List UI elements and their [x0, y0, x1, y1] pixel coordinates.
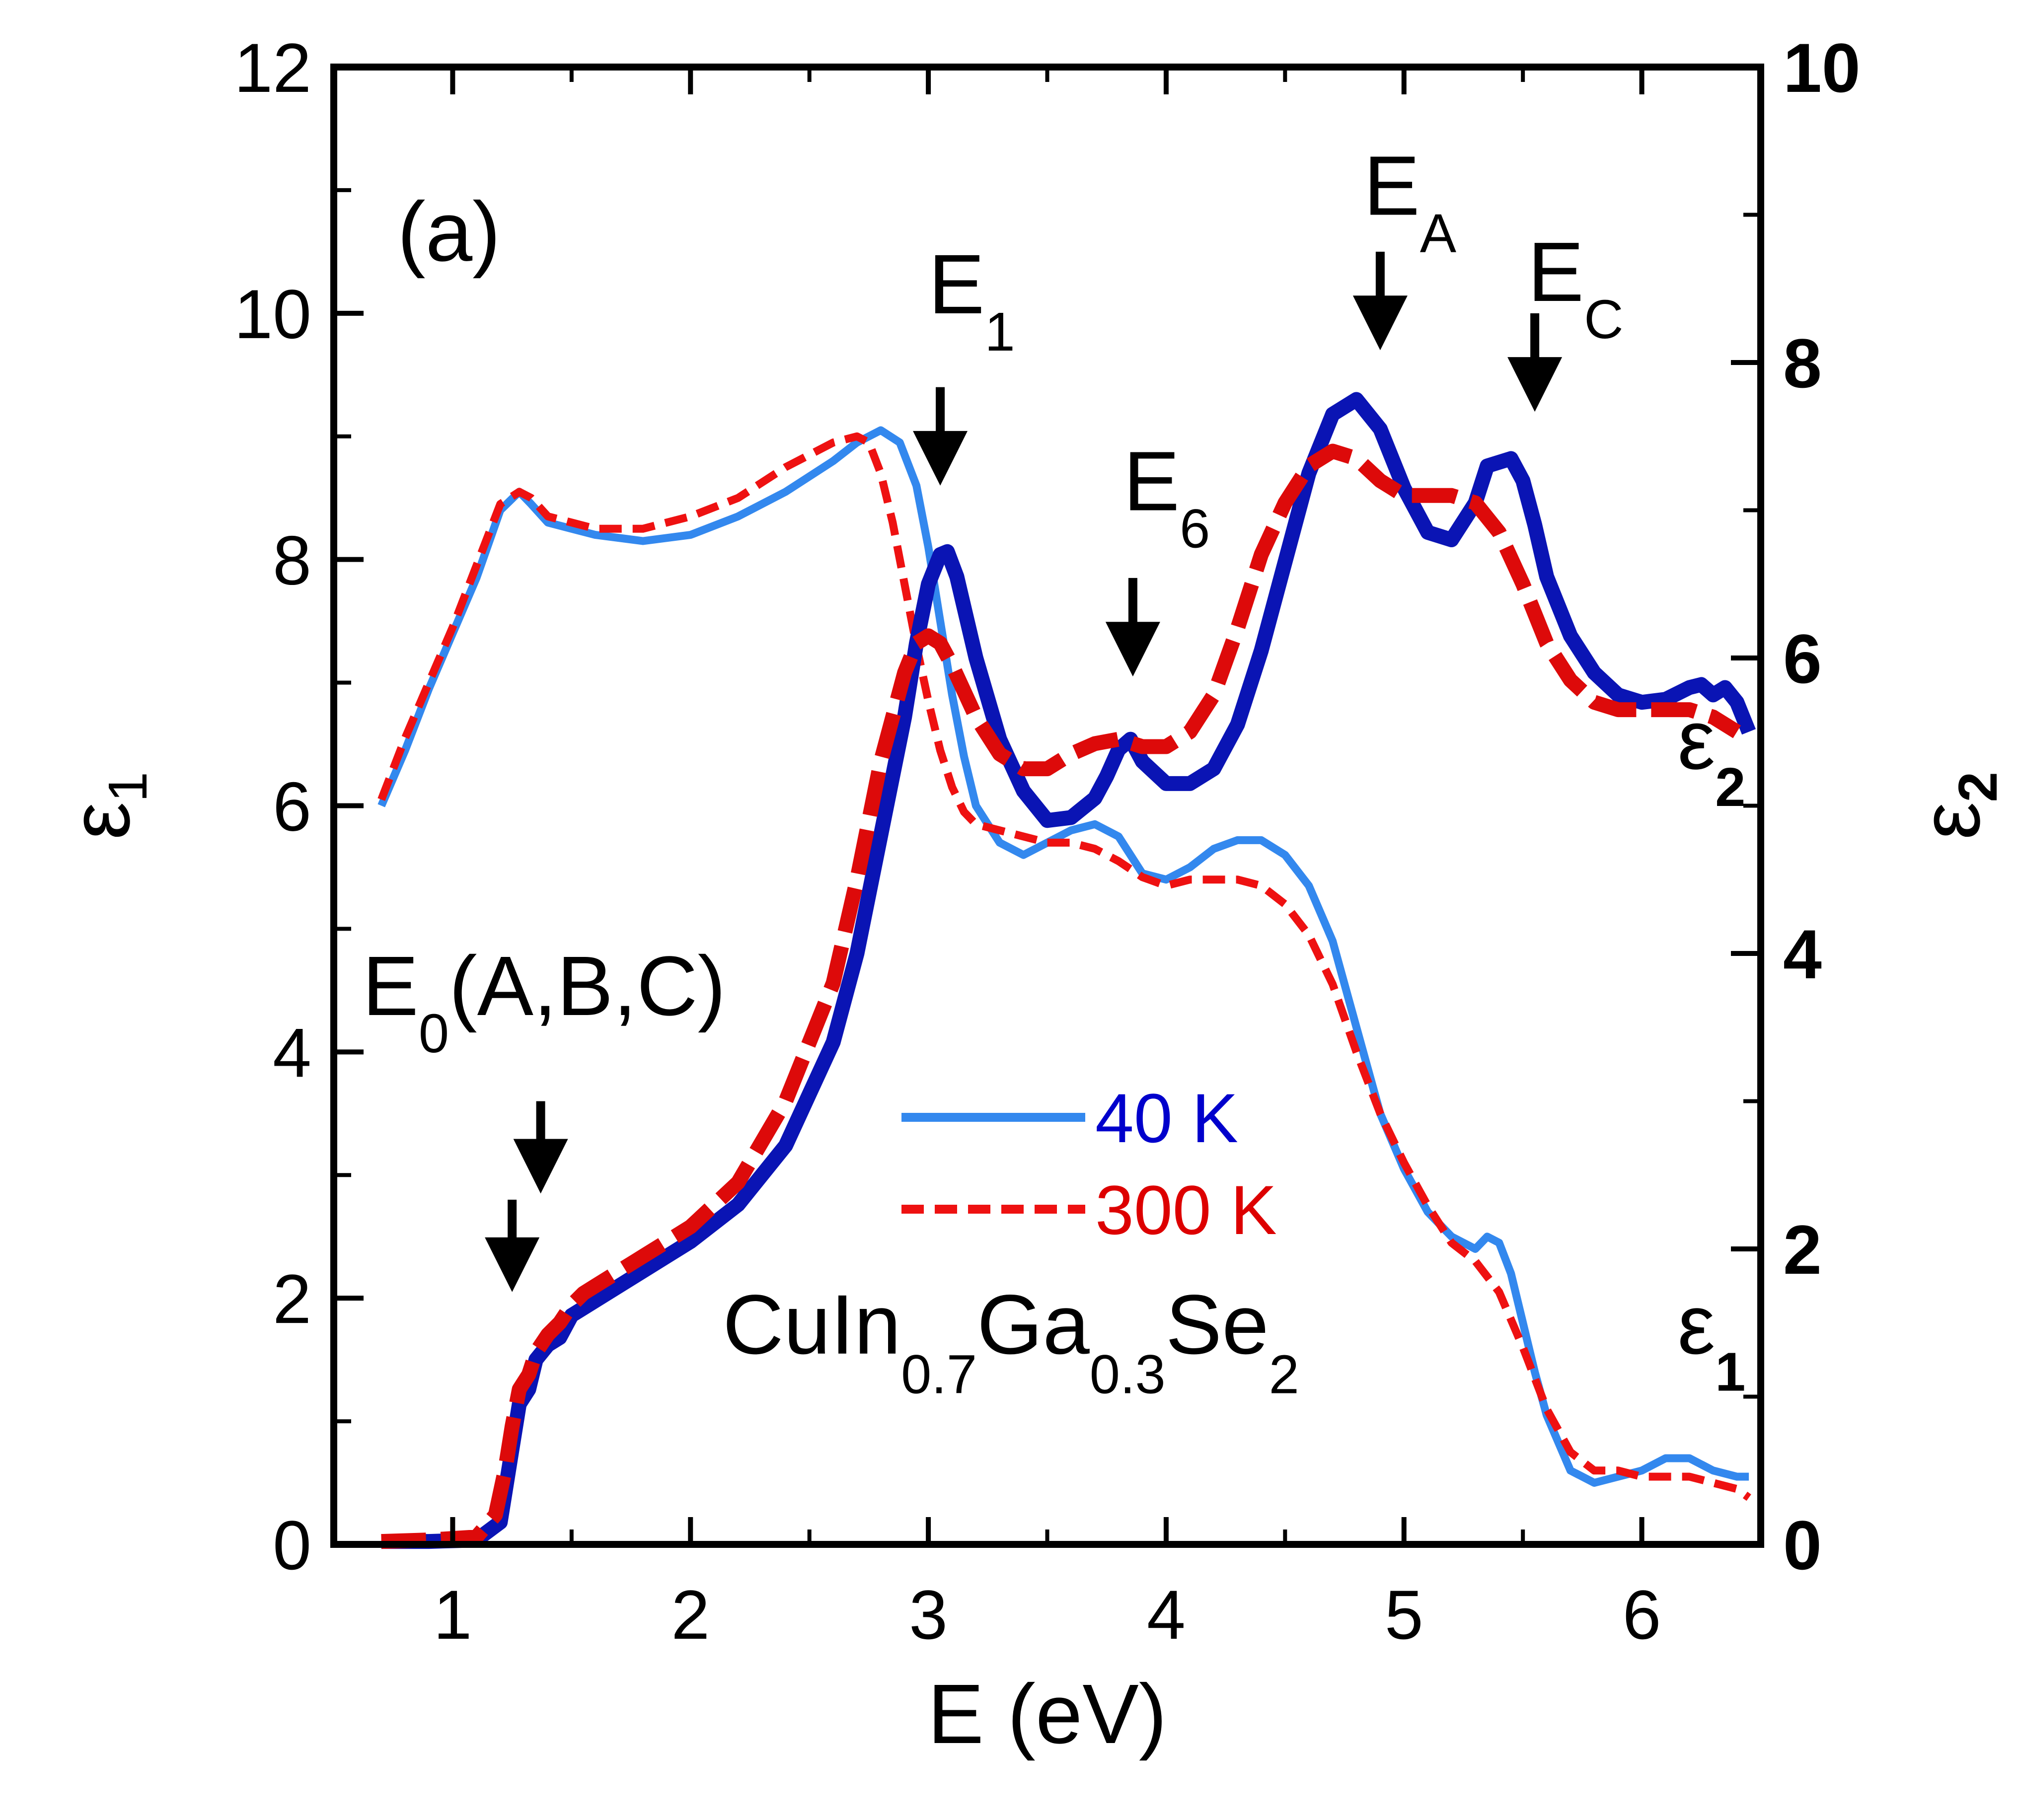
transition-label-a: EA	[1363, 139, 1456, 264]
series-line-300k-eps2	[381, 443, 1741, 1549]
y-right-tick-label: 6	[1783, 620, 1822, 698]
y-right-axis-title: ε2	[1903, 772, 2009, 840]
y-right-tick-label: 8	[1783, 324, 1822, 402]
y-left-tick-label: 8	[273, 521, 311, 599]
transition-symbol: E	[928, 237, 984, 332]
x-tick-label: 3	[909, 1576, 948, 1654]
y-right-tick-label: 0	[1783, 1506, 1822, 1584]
transition-subscript: A	[1420, 203, 1457, 264]
y-right-tick-label: 2	[1783, 1211, 1822, 1289]
legend-label-40k: 40 K	[1095, 1079, 1238, 1157]
x-tick-label: 6	[1623, 1576, 1661, 1654]
arrow-head	[913, 431, 968, 486]
transition-subscript: 0	[419, 1003, 449, 1064]
plot-curves	[377, 392, 1756, 1549]
curve-label-subscript: 2	[1715, 757, 1745, 818]
series-line-40k-eps2	[381, 392, 1756, 1549]
transition-symbol: E	[1123, 435, 1180, 529]
transition-label-0: E0(A,B,C)	[362, 939, 726, 1064]
curve-label-symbol: ε	[1677, 1278, 1715, 1372]
transition-label-6: E6	[1123, 435, 1210, 560]
x-tick-label: 5	[1385, 1576, 1423, 1654]
transition-subscript: 1	[984, 301, 1015, 363]
y-left-tick-label: 10	[234, 275, 311, 353]
transition-symbol: E	[1528, 225, 1584, 319]
formula-subscript: 2	[1269, 1344, 1299, 1405]
transition-label-1: E1	[928, 237, 1015, 363]
transition-subscript: 6	[1180, 499, 1210, 560]
x-axis-title: E (eV)	[928, 1667, 1167, 1761]
material-formula: CuIn0.7Ga0.3Se2	[723, 1278, 1299, 1405]
legend-label-300k: 300 K	[1095, 1171, 1277, 1249]
y-left-tick-label: 0	[273, 1506, 311, 1584]
x-tick-label: 2	[671, 1576, 710, 1654]
y-left-axis-symbol: ε	[53, 802, 148, 840]
x-tick-label: 4	[1147, 1576, 1186, 1654]
y-right-tick-label: 4	[1783, 915, 1822, 993]
curve-label-eps2: ε2	[1677, 693, 1745, 818]
formula-element: Ga	[977, 1278, 1090, 1372]
arrow-head	[1352, 295, 1408, 351]
y-right-axis-subscript: 2	[1947, 772, 2009, 802]
formula-subscript: 0.3	[1090, 1344, 1166, 1405]
series-line-40k-eps1	[377, 426, 1749, 1487]
curve-label-eps1: ε1	[1677, 1278, 1745, 1403]
y-left-tick-label: 12	[234, 29, 311, 107]
transition-subscript: C	[1584, 289, 1623, 350]
y-left-tick-label: 4	[273, 1014, 311, 1092]
curve-label-subscript: 1	[1715, 1342, 1745, 1403]
y-right-tick-label: 10	[1783, 29, 1861, 107]
transition-suffix: (A,B,C)	[449, 939, 726, 1033]
formula-element: Se	[1166, 1278, 1269, 1372]
y-right-axis-symbol: ε	[1903, 802, 1998, 840]
arrow-head	[1105, 622, 1160, 677]
arrow-head	[513, 1139, 568, 1194]
curve-label-symbol: ε	[1677, 693, 1715, 787]
formula-subscript: 0.7	[901, 1344, 977, 1405]
transition-symbol: E	[1363, 139, 1420, 233]
legend: 40 K 300 K	[901, 1079, 1277, 1249]
formula-element: CuIn	[723, 1278, 901, 1372]
panel-label: (a)	[397, 185, 501, 279]
y-left-axis-title: ε1	[53, 772, 158, 840]
x-tick-label: 1	[433, 1576, 472, 1654]
transition-symbol: E	[362, 939, 418, 1033]
arrow-head	[1507, 357, 1563, 412]
y-left-tick-label: 6	[273, 768, 311, 846]
transition-label-c: EC	[1528, 225, 1624, 350]
y-left-tick-label: 2	[273, 1260, 311, 1338]
y-left-axis-subscript: 1	[97, 772, 158, 802]
arrow-head	[485, 1237, 540, 1292]
